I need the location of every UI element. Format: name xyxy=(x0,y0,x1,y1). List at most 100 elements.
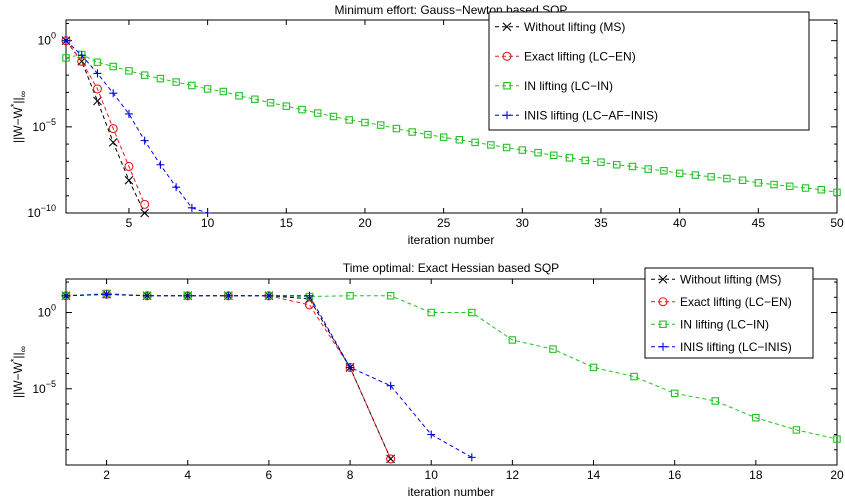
data-point xyxy=(376,121,385,129)
legend-label: Exact lifting (LC−EN) xyxy=(680,295,792,309)
x-tick-label: 6 xyxy=(266,468,273,482)
data-point xyxy=(108,124,118,134)
data-point xyxy=(224,291,233,300)
data-point xyxy=(549,345,557,353)
data-point xyxy=(203,85,212,93)
data-point xyxy=(550,151,558,160)
data-point xyxy=(754,179,763,187)
data-point xyxy=(439,133,448,141)
data-point xyxy=(670,389,679,398)
chart-time-optimal: Time optimal: Exact Hessian based SQP ||… xyxy=(9,261,844,499)
data-point xyxy=(738,176,747,185)
x-tick-label: 50 xyxy=(830,216,844,230)
y-axis-label: ||W−W*||∞ xyxy=(9,91,28,143)
legend-marker xyxy=(658,274,668,284)
legend-box xyxy=(488,11,810,131)
data-point xyxy=(386,454,396,464)
data-point xyxy=(219,87,228,96)
data-point xyxy=(235,92,243,100)
x-tick-label: 14 xyxy=(587,468,601,482)
data-point xyxy=(62,291,70,300)
data-point xyxy=(266,98,275,107)
y-axis-label-sup: * xyxy=(9,103,19,107)
data-point xyxy=(346,363,355,372)
x-tick-label: 2 xyxy=(103,468,110,482)
data-point xyxy=(534,148,542,157)
chart-title: Time optimal: Exact Hessian based SQP xyxy=(343,261,559,275)
svg-text:||W−W*||∞: ||W−W*||∞ xyxy=(9,91,28,143)
data-point xyxy=(786,182,794,191)
y-axis-label-text: ||W−W xyxy=(11,361,25,398)
data-point xyxy=(508,336,517,344)
chart-minimum-effort: Minimum effort: Gauss−Newton based SQP |… xyxy=(9,3,844,247)
data-point xyxy=(156,74,165,83)
data-point xyxy=(792,426,801,434)
data-point xyxy=(675,169,684,178)
y-tick-label: 10−10 xyxy=(27,203,56,220)
svg-text:||W−W*||∞: ||W−W*||∞ xyxy=(9,346,28,398)
legend-item: INIS lifting (LC−AF−INIS) xyxy=(495,108,658,122)
x-tick-label: 20 xyxy=(358,216,372,230)
x-tick-label: 45 xyxy=(752,216,766,230)
legend-item: Without lifting (MS) xyxy=(651,272,781,286)
legend-box xyxy=(644,267,814,359)
data-point xyxy=(92,84,103,94)
data-point xyxy=(502,143,511,152)
data-point xyxy=(109,62,117,71)
legend: Without lifting (MS) Exact lifting (LC−EN… xyxy=(644,267,814,359)
data-point xyxy=(752,413,760,422)
y-tick-label: 100 xyxy=(38,31,56,48)
data-point xyxy=(833,435,841,443)
legend-marker xyxy=(502,51,512,61)
y-tick-label: 100 xyxy=(38,303,56,320)
data-point xyxy=(408,128,416,136)
x-tick-label: 15 xyxy=(280,216,294,230)
data-point xyxy=(427,430,436,439)
data-point xyxy=(124,161,134,172)
series-3 xyxy=(62,290,476,462)
data-point xyxy=(346,292,354,300)
data-point xyxy=(282,102,291,110)
data-point xyxy=(707,173,715,181)
legend-marker xyxy=(658,297,668,307)
data-point xyxy=(62,36,70,45)
data-point xyxy=(298,105,306,114)
x-tick-label: 30 xyxy=(516,216,530,230)
y-axis-label-sup: * xyxy=(9,358,19,362)
series-2 xyxy=(62,50,841,197)
data-point xyxy=(471,138,479,147)
data-point xyxy=(77,51,86,60)
data-point xyxy=(770,180,778,189)
legend-item: IN lifting (LC−IN) xyxy=(651,317,769,331)
data-point xyxy=(581,156,589,165)
x-tick-label: 18 xyxy=(749,468,763,482)
x-axis-label: iteration number xyxy=(408,233,495,247)
data-point xyxy=(467,453,476,462)
data-point xyxy=(691,171,700,179)
data-point xyxy=(93,58,102,66)
data-point xyxy=(143,291,152,300)
y-axis-label: ||W−W*||∞ xyxy=(9,346,28,398)
x-tick-label: 40 xyxy=(673,216,687,230)
data-point xyxy=(187,203,196,212)
legend: Without lifting (MS) Exact lifting (LC−EN… xyxy=(488,11,810,131)
data-point xyxy=(630,372,638,381)
y-axis-label-tail: || xyxy=(11,97,25,103)
x-tick-label: 10 xyxy=(425,468,439,482)
data-point xyxy=(468,308,476,317)
data-point xyxy=(93,69,102,78)
data-point xyxy=(628,162,637,171)
legend-item: Exact lifting (LC−EN) xyxy=(495,49,636,63)
data-point xyxy=(424,130,432,139)
data-point xyxy=(62,54,70,62)
data-point xyxy=(93,96,102,106)
data-point xyxy=(108,137,118,147)
data-point xyxy=(203,209,212,217)
x-tick-label: 4 xyxy=(184,468,191,482)
x-tick-label: 8 xyxy=(347,468,354,482)
x-axis-label: iteration number xyxy=(408,485,495,499)
legend-marker xyxy=(659,342,667,351)
legend-label: Without lifting (MS) xyxy=(680,272,781,286)
legend-marker xyxy=(659,320,667,328)
data-point xyxy=(565,154,574,162)
